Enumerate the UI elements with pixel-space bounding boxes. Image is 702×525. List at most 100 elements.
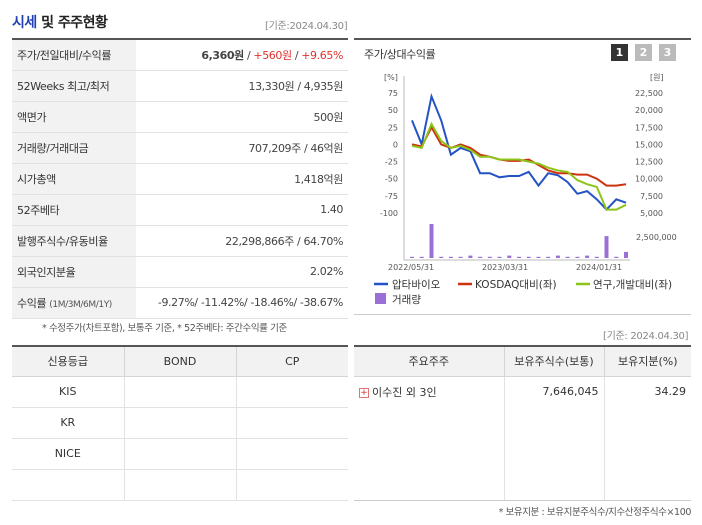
expand-icon[interactable]: + bbox=[359, 387, 369, 398]
agency-kis: KIS bbox=[12, 376, 125, 408]
left-tick-label: -25 bbox=[385, 158, 398, 167]
agency-empty bbox=[12, 469, 125, 501]
quote-note: * 수정주가(차트포함), 보통주 기준, * 52주베타: 주간수익률 기준 bbox=[42, 323, 287, 334]
left-tick-label: 25 bbox=[388, 123, 398, 132]
left-tick-label: 50 bbox=[388, 106, 398, 115]
holder-empty-2 bbox=[604, 407, 691, 501]
series-line-2 bbox=[411, 121, 627, 211]
right-tick-label: 15,000 bbox=[635, 140, 663, 149]
base-date: [기준:2024.04.30] bbox=[265, 21, 348, 32]
quote-table: 주가/전일대비/수익률 6,360원 / +560원 / +9.65% 52We… bbox=[12, 38, 348, 319]
right-tick-label: 22,500 bbox=[635, 89, 663, 98]
holder-header-1: 보유주식수(보통) bbox=[504, 346, 605, 377]
bond-empty bbox=[124, 469, 237, 501]
series-lines bbox=[411, 92, 627, 212]
volume-bar bbox=[536, 256, 541, 258]
cp-kis bbox=[236, 376, 348, 408]
left-axis-ticks: 75 50 25 0 -25 -50 -75 -100 bbox=[380, 89, 398, 218]
left-tick-label: 75 bbox=[388, 89, 398, 98]
holder-name[interactable]: 이수진 외 3인 bbox=[372, 385, 437, 399]
holder-header-2: 보유지분(%) bbox=[604, 346, 691, 377]
right-axis-ticks: 22,500 20,000 17,500 15,000 12,500 10,000 7,50… bbox=[635, 89, 663, 218]
credit-header-2: CP bbox=[236, 346, 348, 377]
return-values: -9.27%/ -11.42%/ -18.46%/ -38.67% bbox=[136, 287, 348, 319]
volume-bar bbox=[594, 256, 599, 258]
cp-kr bbox=[236, 407, 348, 439]
table-row: KIS bbox=[12, 376, 348, 408]
volume-bar bbox=[614, 256, 619, 258]
foreign-value: 2.02% bbox=[136, 256, 348, 288]
cp-empty bbox=[236, 469, 348, 501]
x-tick-2: 2024/01/31 bbox=[576, 263, 622, 272]
legend-label-0: 압타바이오 bbox=[392, 278, 441, 291]
return-label-text: 수익률 bbox=[17, 296, 47, 310]
price-label: 주가/전일대비/수익률 bbox=[12, 39, 136, 71]
period-button-3[interactable]: 3 bbox=[659, 44, 676, 61]
volume-bar bbox=[448, 256, 453, 258]
chart-legend: 압타바이오 KOSDAQ대비(좌) 연구,개발대비(좌) 거래량 bbox=[374, 278, 672, 306]
par-label: 액면가 bbox=[12, 101, 136, 133]
series-line-0 bbox=[411, 92, 627, 212]
volume-bar bbox=[478, 256, 483, 258]
legend-label-3: 거래량 bbox=[392, 294, 421, 306]
legend-swatch-3 bbox=[375, 293, 386, 304]
beta-value: 1.40 bbox=[136, 194, 348, 226]
holder-empty-1 bbox=[504, 407, 605, 501]
bond-nice bbox=[124, 438, 237, 470]
volume-bar bbox=[575, 256, 580, 258]
volume-bar bbox=[585, 255, 590, 258]
x-tick-1: 2023/03/31 bbox=[482, 263, 528, 272]
volume-bar bbox=[517, 256, 521, 258]
return-3m: -11.42% bbox=[200, 296, 245, 309]
holder-empty-0 bbox=[354, 407, 505, 501]
volume-bar bbox=[458, 256, 463, 258]
volume-bar bbox=[439, 256, 444, 258]
right-unit: [원] bbox=[650, 73, 664, 82]
right-tick-label: 5,000 bbox=[640, 209, 663, 218]
chart-panel bbox=[354, 38, 691, 315]
volume-bar bbox=[487, 256, 492, 258]
volume-bar bbox=[429, 224, 434, 258]
week52-label: 52Weeks 최고/최저 bbox=[12, 70, 136, 102]
period-button-2[interactable]: 2 bbox=[635, 44, 652, 61]
section-title: 시세 및 주주현황 bbox=[12, 12, 108, 32]
price-change: +560원 bbox=[253, 48, 292, 62]
quote-row-price: 주가/전일대비/수익률 6,360원 / +560원 / +9.65% bbox=[12, 39, 348, 71]
holder-pct: 34.29 bbox=[654, 385, 687, 399]
holder-name-cell: + 이수진 외 3인 bbox=[354, 376, 505, 407]
volume-bar bbox=[410, 256, 414, 258]
price: 6,360원 bbox=[201, 48, 244, 62]
right-tick-label: 20,000 bbox=[635, 106, 663, 115]
right-tick-label: 17,500 bbox=[635, 123, 663, 132]
right-tick-label: 10,000 bbox=[635, 175, 663, 184]
title-main: 시세 bbox=[12, 15, 37, 31]
return-6m: -18.46% bbox=[250, 296, 294, 309]
title-rest: 및 주주현황 bbox=[41, 15, 108, 31]
legend-label-1: KOSDAQ대비(좌) bbox=[475, 279, 557, 291]
credit-header-1: BOND bbox=[124, 346, 237, 377]
bond-kis bbox=[124, 376, 237, 408]
period-button-1[interactable]: 1 bbox=[611, 44, 628, 61]
shares-value: 22,298,866주 / 64.70% bbox=[136, 225, 348, 257]
week52-value: 13,330원 / 4,935원 bbox=[136, 70, 348, 102]
return-label: 수익률 (1M/3M/6M/1Y) bbox=[12, 287, 136, 319]
left-unit: [%] bbox=[384, 73, 398, 82]
table-row bbox=[12, 469, 348, 501]
holder-note: * 보유지분 : 보유지분주식수/지수산정주식수×100 bbox=[498, 507, 692, 518]
table-row: NICE bbox=[12, 438, 348, 470]
par-value: 500원 bbox=[136, 101, 348, 133]
volume-bar bbox=[624, 251, 628, 258]
credit-header-0: 신용등급 bbox=[12, 346, 125, 377]
price-value: 6,360원 / +560원 / +9.65% bbox=[136, 39, 348, 71]
volume-tick: 2,500,000 bbox=[636, 233, 677, 242]
volume-bar bbox=[507, 255, 512, 258]
volume-bars bbox=[410, 224, 628, 258]
holder-shares: 7,646,045 bbox=[504, 376, 605, 407]
credit-rating-table: 신용등급 BOND CP KIS KR NICE bbox=[12, 345, 348, 501]
table-row: + 이수진 외 3인 7,646,045 34.29 bbox=[354, 376, 691, 407]
relative-return-chart: [%] [원] 75 50 25 0 -25 -50 -75 -100 22,500 20,00… bbox=[374, 73, 677, 306]
volume-value: 707,209주 / 46억원 bbox=[136, 132, 348, 164]
chart-base-date: [기준: 2024.04.30] bbox=[603, 331, 689, 342]
right-tick-label: 7,500 bbox=[640, 192, 663, 201]
shareholder-table: 주요주주 보유주식수(보통) 보유지분(%) + 이수진 외 3인 7,646,0… bbox=[354, 345, 691, 501]
